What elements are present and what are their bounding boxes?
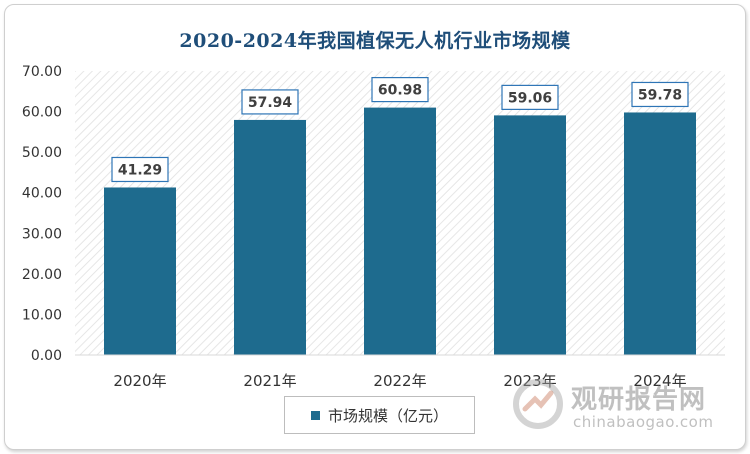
x-axis: 2020年 2021年 2022年 2023年 2024年 [113,372,686,390]
bar [364,107,436,355]
data-label: 59.06 [508,90,552,106]
bar [234,119,306,356]
x-tick-label: 2024年 [633,372,686,390]
y-tick-label: 10.00 [22,307,62,323]
watermark-text-cn: 观研报告网 [571,385,707,415]
legend-label: 市场规模（亿元） [327,406,448,425]
chart-title: 2020-2024年我国植保无人机行业市场规模 [179,30,571,52]
data-label-box [631,81,689,108]
y-tick-label: 40.00 [22,186,62,202]
data-label-box [501,84,559,110]
bar-series: 41.29 57.94 60.98 59.06 59.78 [104,76,696,356]
bar [104,187,176,355]
x-tick-label: 2022年 [373,372,426,390]
legend-swatch [310,410,320,420]
y-tick-label: 70.00 [22,64,62,80]
x-tick-label: 2021年 [243,372,296,390]
watermark-logo-icon [513,379,563,429]
y-tick-label: 20.00 [22,267,62,283]
data-label-box [371,76,429,103]
chart-frame: 2020-2024年我国植保无人机行业市场规模 0.00 10.00 20.00 30… [4,4,746,450]
bar-chart: 0.0010.0020.0030.0040.0050.0060.0070.00 … [22,64,725,390]
y-tick-label: 60.00 [22,105,62,121]
data-label: 41.29 [118,162,162,178]
y-tick-label: 0.00 [31,348,62,364]
data-label: 59.78 [638,87,682,103]
x-tick-label: 2020年 [113,372,166,390]
legend: 市场规模（亿元） [284,396,475,434]
watermark-text-en: chinabaogao.com [573,413,714,431]
data-label: 57.94 [248,95,293,111]
data-label-box [111,156,169,183]
y-tick-label: 30.00 [22,226,62,242]
watermark: 观研报告网 chinabaogao.com [511,375,714,435]
bar [494,115,566,356]
y-tick-label: 50.00 [22,145,62,161]
x-tick-label: 2023年 [503,372,556,390]
bar [624,112,696,356]
data-label: 60.98 [378,83,422,99]
data-label-box [241,89,299,115]
y-axis: 0.00 10.00 20.00 30.00 40.00 50.00 60.00 70.00 [22,64,62,364]
